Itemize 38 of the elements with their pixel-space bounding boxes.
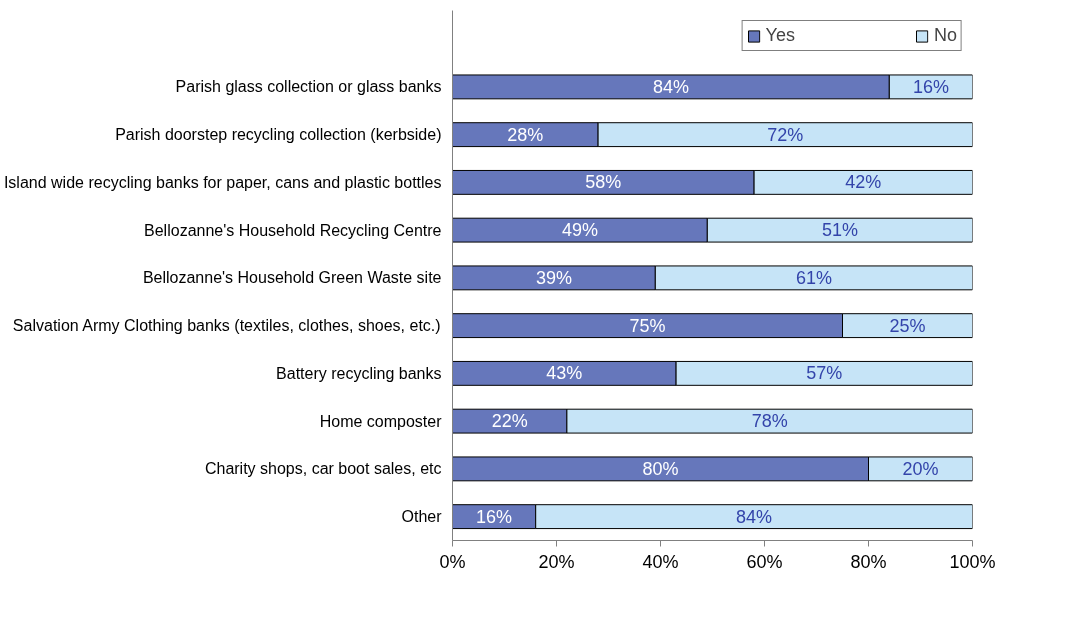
- data-label: 43%: [546, 363, 583, 384]
- data-label: 16%: [476, 506, 513, 527]
- y-tick-label: Home composter: [319, 412, 443, 430]
- data-label: 42%: [845, 172, 882, 193]
- data-label: 22%: [491, 411, 528, 432]
- y-tick-label: Parish glass collection or glass banks: [175, 78, 442, 96]
- data-label: 20%: [902, 458, 939, 479]
- legend-label: Yes: [765, 25, 795, 46]
- y-tick-label: Parish doorstep recycling collection (kerbside): [115, 126, 442, 144]
- data-label: 39%: [535, 267, 572, 288]
- legend-label: No: [933, 25, 957, 46]
- x-tick-label: 100%: [949, 551, 996, 572]
- y-tick-label: Battery recycling banks: [276, 364, 442, 382]
- x-tick-label: 40%: [642, 551, 679, 572]
- data-label: 72%: [767, 124, 804, 145]
- data-label: 61%: [795, 267, 832, 288]
- x-tick-label: 0%: [439, 551, 466, 572]
- data-label: 58%: [585, 172, 622, 193]
- data-label: 84%: [736, 506, 773, 527]
- data-label: 78%: [751, 411, 788, 432]
- x-tick-label: 20%: [538, 551, 575, 572]
- y-tick-label: Bellozanne's Household Green Waste site: [142, 269, 442, 287]
- y-tick-label: Bellozanne's Household Recycling Centre: [144, 221, 442, 239]
- data-label: 49%: [561, 220, 598, 241]
- data-label: 16%: [912, 76, 949, 97]
- data-label: 75%: [629, 315, 666, 336]
- data-label: 51%: [821, 220, 858, 241]
- x-tick-label: 80%: [850, 551, 887, 572]
- y-tick-label: Salvation Army Clothing banks (textiles, clothes, shoes, etc.): [12, 317, 441, 335]
- data-label: 57%: [806, 363, 843, 384]
- data-label: 80%: [642, 458, 679, 479]
- data-label: 25%: [889, 315, 926, 336]
- data-label: 84%: [652, 76, 689, 97]
- data-label: 28%: [507, 124, 544, 145]
- y-tick-label: Other: [401, 508, 443, 526]
- y-tick-label: Charity shops, car boot sales, etc: [204, 460, 442, 478]
- y-tick-label: Island wide recycling banks for paper, cans and plastic bottles: [3, 173, 442, 191]
- x-tick-label: 60%: [746, 551, 783, 572]
